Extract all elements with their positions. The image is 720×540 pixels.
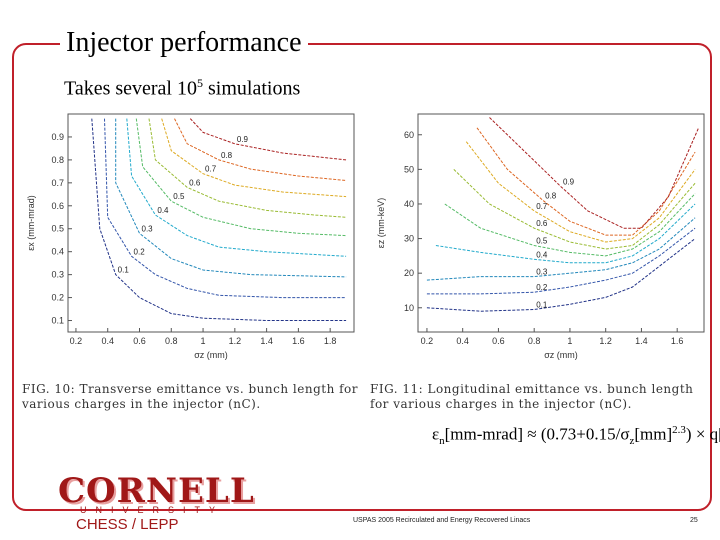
contour-label-0-0: 0.1 (118, 266, 130, 275)
y-tick-label-0-2: 0.3 (51, 270, 64, 280)
caption-fig10: FIG. 10: Transverse emittance vs. bunch … (22, 382, 359, 411)
contour-line-1-5 (453, 169, 696, 250)
contour-label-1-8: 0.9 (563, 178, 575, 187)
x-tick-label-1-7: 1.6 (671, 336, 684, 346)
x-tick-label-0-8: 1.8 (324, 336, 337, 346)
page-number: 25 (690, 517, 698, 524)
slide-subtitle: Takes several 105 simulations (64, 76, 300, 101)
contour-label-1-7: 0.8 (545, 192, 557, 201)
contour-label-0-2: 0.3 (142, 224, 154, 233)
contour-label-0-1: 0.2 (134, 247, 146, 256)
y-tick-label-0-6: 0.7 (51, 178, 64, 188)
formula-sub-n: n (439, 435, 445, 448)
x-tick-label-0-7: 1.6 (292, 336, 305, 346)
transverse-emittance-chart: 0.2 0.4 0.6 0.8 1 1.2 1.4 1.6 1.80.10.20.30.40.5… (26, 113, 355, 360)
x-tick-label-1-3: 0.8 (528, 336, 541, 346)
contour-label-1-3: 0.4 (536, 250, 548, 259)
contour-line-0-1 (104, 118, 347, 299)
y-tick-label-0-3: 0.4 (51, 247, 64, 257)
contour-line-1-0 (426, 238, 696, 312)
chess-lepp-label: CHESS / LEPP (76, 516, 179, 533)
subtitle-rest: simulations (203, 77, 301, 100)
emittance-formula: εn[mm-mrad] ≈ (0.73+0.15/σz[mm]2.3) × q[… (432, 424, 720, 447)
y-tick-label-1-3: 40 (404, 199, 414, 209)
x-tick-label-0-4: 1 (201, 336, 206, 346)
contour-line-1-6 (465, 141, 696, 243)
contour-label-1-6: 0.7 (536, 202, 548, 211)
y-tick-label-1-0: 10 (404, 303, 414, 313)
x-tick-label-1-4: 1 (567, 336, 572, 346)
contour-label-1-1: 0.2 (536, 283, 548, 292)
formula-mid: [mm] (634, 424, 673, 444)
contour-label-0-3: 0.4 (157, 206, 169, 215)
contour-label-0-8: 0.9 (237, 135, 249, 144)
x-tick-label-1-1: 0.4 (456, 336, 469, 346)
y-tick-label-0-1: 0.2 (51, 293, 64, 303)
x-tick-label-1-0: 0.2 (421, 336, 434, 346)
contour-line-0-8 (189, 118, 347, 161)
x-tick-label-0-3: 0.8 (165, 336, 178, 346)
y-tick-label-1-2: 30 (404, 234, 414, 244)
contour-label-1-5: 0.6 (536, 219, 548, 228)
contour-label-0-6: 0.7 (205, 165, 217, 174)
formula-lhs: [mm-mrad] ≈ (0.73+0.15/ (444, 424, 621, 444)
longitudinal-emittance-plot: 0.2 0.4 0.6 0.8 1 1.2 1.4 1.6 10 20 30 40 50 60 σz (mm… (372, 108, 710, 364)
x-tick-label-0-1: 0.4 (101, 336, 114, 346)
x-tick-label-0-2: 0.6 (133, 336, 146, 346)
y-tick-label-1-1: 20 (404, 268, 414, 278)
contour-line-1-1 (426, 227, 696, 295)
slide-frame (12, 43, 712, 511)
longitudinal-emittance-chart: 0.2 0.4 0.6 0.8 1 1.2 1.4 1.6 10 20 30 40 50 60 σz (mm… (376, 113, 705, 360)
x-axis-label-0: σz (mm) (194, 350, 228, 360)
contour-line-1-2 (426, 217, 696, 281)
cornell-logo-text: CORNELL (58, 471, 255, 511)
contour-line-0-2 (115, 118, 347, 278)
formula-sigma: σ (620, 424, 630, 444)
formula-rhs: ) × q[nC] (685, 424, 720, 444)
y-tick-label-1-5: 60 (404, 130, 414, 140)
x-tick-label-1-6: 1.4 (635, 336, 648, 346)
contour-label-0-5: 0.6 (189, 178, 201, 187)
y-tick-label-1-4: 50 (404, 164, 414, 174)
contour-line-0-0 (91, 118, 347, 321)
contour-line-0-5 (148, 118, 347, 218)
contour-line-0-3 (126, 118, 347, 257)
formula-epsilon: ε (432, 424, 440, 444)
slide-title: Injector performance (60, 26, 308, 60)
footer-course: USPAS 2005 Recirculated and Energy Recov… (353, 517, 531, 524)
contour-line-0-4 (135, 118, 347, 237)
contour-line-1-3 (435, 203, 696, 264)
subtitle-text: Takes several 10 (64, 77, 197, 100)
y-tick-label-0-7: 0.8 (51, 155, 64, 165)
y-axis-label-1: εz (mm-keV) (376, 198, 386, 249)
university-logo-text: UNIVERSITY (80, 505, 225, 515)
x-axis-label-1: σz (mm) (544, 350, 578, 360)
x-tick-label-1-2: 0.6 (492, 336, 505, 346)
formula-sub-z: z (629, 435, 635, 448)
transverse-emittance-plot: 0.2 0.4 0.6 0.8 1 1.2 1.4 1.6 1.8 0.1 0.2 0.3 0.4 0.5… (22, 108, 360, 364)
x-tick-label-0-5: 1.2 (229, 336, 242, 346)
contour-label-0-4: 0.5 (173, 192, 185, 201)
y-axis-label-0: εx (mm-mrad) (26, 195, 36, 251)
x-tick-label-1-5: 1.2 (599, 336, 612, 346)
contour-line-1-8 (489, 117, 700, 229)
y-tick-label-0-8: 0.9 (51, 132, 64, 142)
contour-line-1-4 (444, 193, 696, 257)
contour-line-0-7 (174, 118, 347, 181)
plot-area-1 (417, 113, 705, 333)
x-tick-label-0-6: 1.4 (260, 336, 273, 346)
y-tick-label-0-5: 0.6 (51, 201, 64, 211)
y-tick-label-0-0: 0.1 (51, 316, 64, 326)
contour-label-1-0: 0.1 (536, 301, 548, 310)
x-tick-label-0-0: 0.2 (70, 336, 83, 346)
formula-exponent: 2.3 (672, 424, 686, 436)
contour-label-1-2: 0.3 (536, 268, 548, 277)
contour-line-0-6 (161, 118, 347, 198)
caption-fig11: FIG. 11: Longitudinal emittance vs. bunc… (370, 382, 694, 411)
subtitle-exponent: 5 (197, 76, 203, 90)
contour-line-1-7 (476, 127, 696, 236)
y-tick-label-0-4: 0.5 (51, 224, 64, 234)
contour-label-0-7: 0.8 (221, 151, 233, 160)
contour-label-1-4: 0.5 (536, 236, 548, 245)
